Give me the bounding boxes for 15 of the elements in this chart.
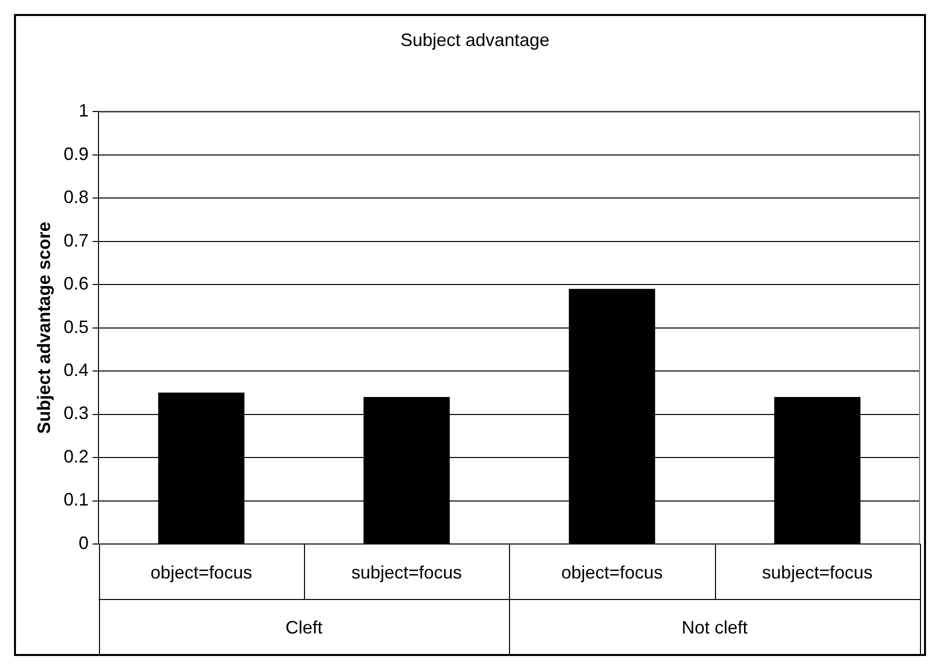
chart-title: Subject advantage — [400, 30, 550, 50]
y-tick-label: 0.4 — [64, 360, 89, 380]
y-tick-label: 0.5 — [64, 316, 89, 337]
y-tick-label: 0.8 — [64, 187, 89, 208]
text: Cleft — [285, 617, 322, 638]
y-tick-label: 0.7 — [64, 230, 89, 250]
y-tick-label: 0 — [78, 532, 89, 553]
y-axis-title: Subject advantage score — [34, 222, 54, 434]
text: Not cleft — [682, 617, 748, 638]
y-tick-label: 0.2 — [64, 446, 89, 466]
y-tick-label: 0.9 — [64, 144, 89, 164]
y-tick-label: 0.3 — [64, 403, 89, 424]
y-tick-label: 0.6 — [64, 274, 89, 294]
y-tick-label: 1 — [78, 100, 89, 121]
y-tick-label: 0.1 — [64, 490, 89, 510]
